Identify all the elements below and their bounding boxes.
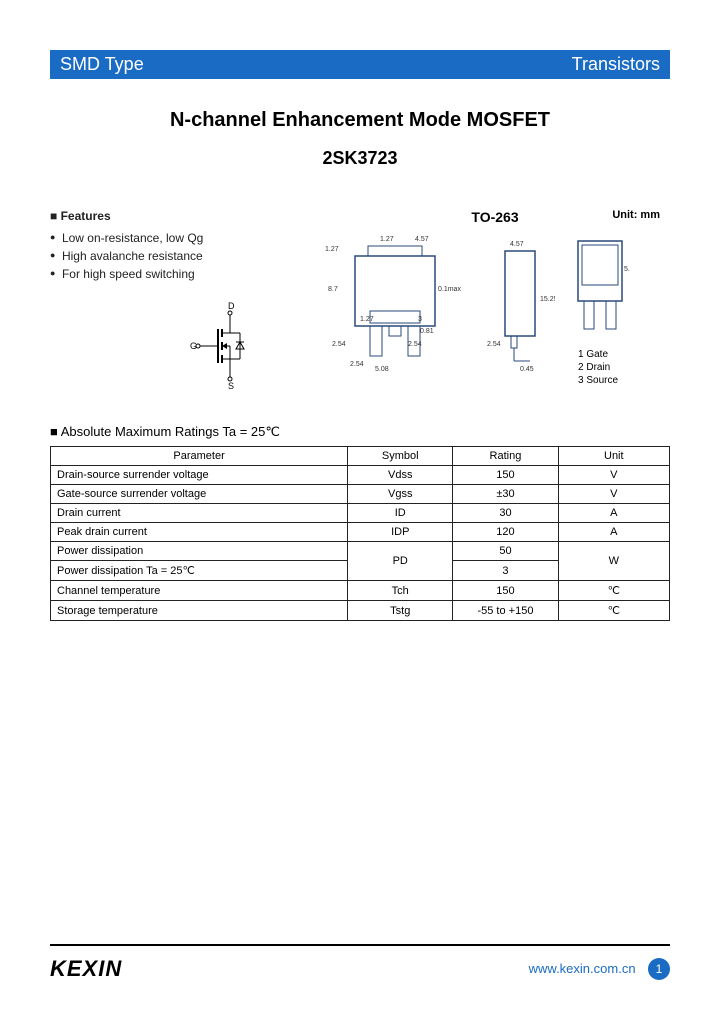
page-number: 1: [648, 958, 670, 980]
col-unit: Unit: [558, 447, 669, 466]
col-parameter: Parameter: [51, 447, 348, 466]
ratings-heading: Absolute Maximum Ratings Ta = 25℃: [50, 424, 670, 440]
footer: KEXIN www.kexin.com.cn 1: [50, 944, 670, 982]
package-side-icon: 4.57 15.25 2.54 0.45: [485, 231, 555, 381]
feature-item: For high speed switching: [50, 267, 260, 281]
schematic-symbol: D S: [190, 301, 260, 394]
brand-url: www.kexin.com.cn: [529, 961, 636, 976]
table-row: Drain-source surrender voltageVdss150V: [51, 466, 670, 485]
features-heading: Features: [50, 209, 260, 223]
ratings-section: Absolute Maximum Ratings Ta = 25℃ Parame…: [50, 424, 670, 621]
svg-text:2.54: 2.54: [332, 341, 346, 348]
col-rating: Rating: [453, 447, 558, 466]
svg-text:2.54: 2.54: [350, 361, 364, 368]
ratings-tbody: Drain-source surrender voltageVdss150V G…: [51, 466, 670, 621]
schematic-drain-label: D: [228, 301, 235, 311]
features-section: Features Low on-resistance, low Qg High …: [50, 209, 260, 394]
header-right: Transistors: [572, 54, 660, 75]
table-row: Peak drain currentIDP120A: [51, 523, 670, 542]
svg-text:2.54: 2.54: [408, 341, 422, 348]
package-section: TO-263 Unit: mm 1.27 1.27 4.57 8.7 1.27 …: [280, 209, 670, 394]
svg-text:5.40: 5.40: [624, 266, 630, 273]
package-rear-group: 5.40 1 Gate 2 Drain 3 Source: [570, 231, 630, 388]
feature-item: Low on-resistance, low Qg: [50, 231, 260, 245]
table-row: Channel temperatureTch150℃: [51, 581, 670, 601]
table-row: Storage temperatureTstg-55 to +150℃: [51, 601, 670, 621]
header-bar: SMD Type Transistors: [50, 50, 670, 79]
brand-logo: KEXIN: [50, 956, 122, 982]
footer-rule: [50, 944, 670, 946]
pin-label: 2 Drain: [578, 362, 630, 373]
svg-text:0.45: 0.45: [520, 366, 534, 373]
pin-label: 3 Source: [578, 375, 630, 386]
col-symbol: Symbol: [348, 447, 453, 466]
svg-text:0.81: 0.81: [420, 328, 434, 335]
svg-text:1.27: 1.27: [325, 246, 339, 253]
package-rear-icon: 5.40: [570, 231, 630, 341]
svg-text:3: 3: [418, 316, 422, 323]
svg-text:15.25: 15.25: [540, 296, 555, 303]
features-list: Low on-resistance, low Qg High avalanche…: [50, 231, 260, 281]
svg-text:0.1max: 0.1max: [438, 286, 461, 293]
doc-title: N-channel Enhancement Mode MOSFET: [50, 109, 670, 132]
pin-label: 1 Gate: [578, 349, 630, 360]
svg-text:5.08: 5.08: [375, 366, 389, 373]
pin-labels: 1 Gate 2 Drain 3 Source: [578, 349, 630, 386]
svg-text:1.27: 1.27: [360, 316, 374, 323]
unit-label: Unit: mm: [612, 209, 660, 221]
mid-row: Features Low on-resistance, low Qg High …: [50, 209, 670, 394]
svg-text:4.57: 4.57: [510, 241, 524, 248]
part-number: 2SK3723: [50, 148, 670, 169]
svg-text:8.7: 8.7: [328, 286, 338, 293]
svg-text:4.57: 4.57: [415, 236, 429, 243]
header-left: SMD Type: [60, 54, 144, 75]
package-drawings: 1.27 1.27 4.57 8.7 1.27 2.54 2.54 5.08 2…: [280, 231, 670, 388]
table-header-row: Parameter Symbol Rating Unit: [51, 447, 670, 466]
table-row: Power dissipationPD50W: [51, 542, 670, 561]
ratings-table: Parameter Symbol Rating Unit Drain-sourc…: [50, 446, 670, 621]
schematic-gate-label: G: [190, 341, 197, 351]
svg-text:1.27: 1.27: [380, 236, 394, 243]
title-area: N-channel Enhancement Mode MOSFET 2SK372…: [50, 109, 670, 169]
svg-text:2.54: 2.54: [487, 341, 501, 348]
table-row: Drain currentID30A: [51, 504, 670, 523]
package-front-icon: 1.27 1.27 4.57 8.7 1.27 2.54 2.54 5.08 2…: [320, 231, 470, 381]
feature-item: High avalanche resistance: [50, 249, 260, 263]
schematic-source-label: S: [228, 381, 234, 391]
table-row: Gate-source surrender voltageVgss±30V: [51, 485, 670, 504]
